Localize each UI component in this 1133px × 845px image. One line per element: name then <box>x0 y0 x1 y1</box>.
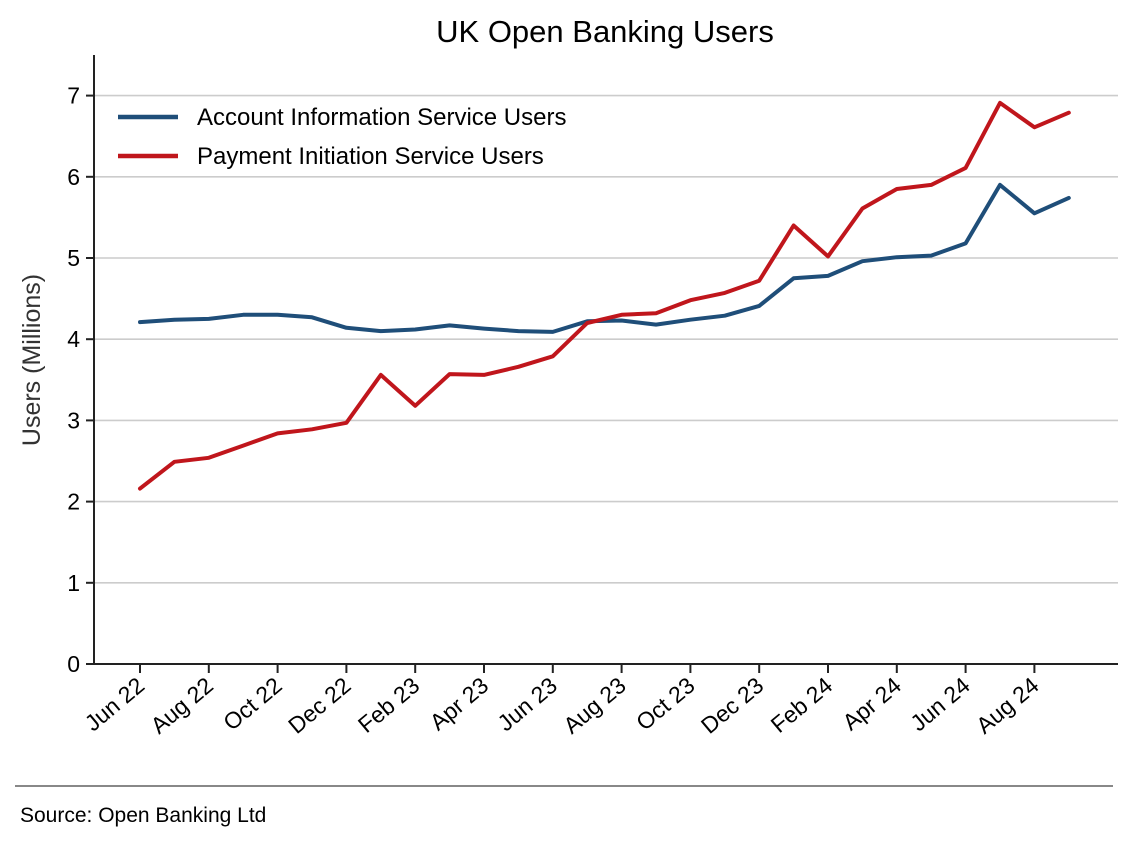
y-tick-label: 5 <box>67 245 80 271</box>
gridlines <box>94 94 1118 584</box>
x-tick-label: Apr 24 <box>837 672 906 736</box>
footer-divider <box>15 785 1113 787</box>
series-lines <box>138 100 1071 491</box>
x-tick-label: Jun 22 <box>80 672 150 736</box>
x-tick-label: Apr 23 <box>425 672 494 735</box>
legend-label-1: Account Information Service Users <box>197 104 566 131</box>
x-tick-label: Aug 24 <box>971 672 1044 739</box>
series-line-2 <box>138 100 1071 491</box>
x-tick-label: Dec 23 <box>696 672 769 739</box>
x-tick-label: Dec 22 <box>283 672 356 739</box>
x-tick-label: Aug 22 <box>145 672 218 739</box>
legend-label-2: Payment Initiation Service Users <box>197 143 544 170</box>
source-note: Source: Open Banking Ltd <box>20 804 267 827</box>
y-axis-label: Users (Millions) <box>18 274 46 446</box>
x-tick-label: Feb 23 <box>353 672 425 738</box>
legend: Account Information Service Users Payment… <box>118 104 566 170</box>
y-tick-label: 0 <box>67 651 80 677</box>
y-tick-label: 1 <box>67 570 80 596</box>
y-tick-label: 7 <box>67 83 80 109</box>
chart-title: UK Open Banking Users <box>436 14 774 49</box>
x-tick-label: Jun 24 <box>905 672 975 736</box>
x-tick-label: Jun 23 <box>492 672 562 736</box>
x-tick-label: Feb 24 <box>766 672 838 738</box>
x-tick-label: Oct 22 <box>218 672 287 735</box>
y-axis-ticks: 0 1 2 3 4 5 6 7 <box>67 83 94 677</box>
axes <box>93 55 1118 665</box>
x-tick-label: Aug 23 <box>558 672 631 739</box>
x-tick-label: Oct 23 <box>631 672 700 735</box>
y-tick-label: 6 <box>67 164 80 190</box>
y-tick-label: 4 <box>67 326 80 352</box>
y-tick-label: 2 <box>67 489 80 515</box>
y-tick-label: 3 <box>67 407 80 433</box>
